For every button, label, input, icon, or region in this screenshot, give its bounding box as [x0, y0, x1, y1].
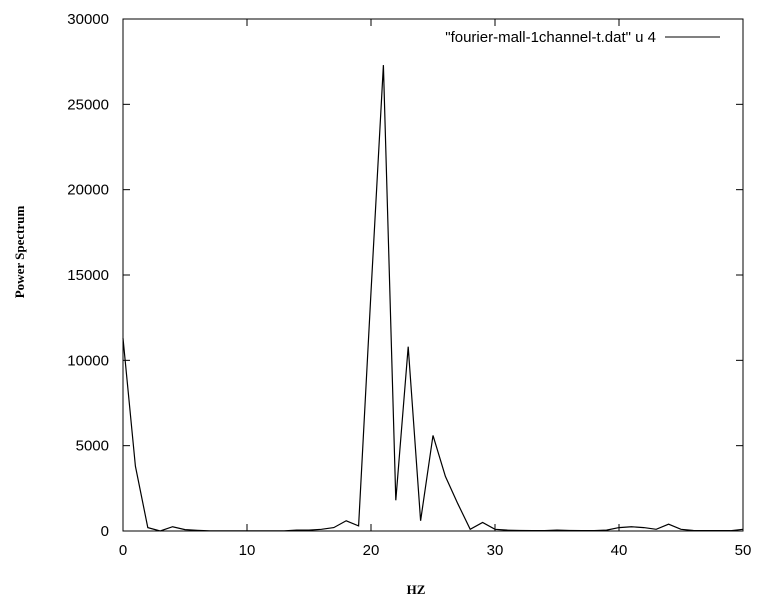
x-tick-label: 50: [735, 542, 752, 559]
y-tick-label: 15000: [67, 267, 109, 284]
plot-frame: [122, 18, 744, 532]
series-line-0: [122, 65, 744, 532]
y-tick-label: 10000: [67, 352, 109, 369]
y-tick-label: 5000: [76, 438, 109, 455]
x-axis-ticks: 0 10 20 30 40 50: [119, 19, 752, 559]
y-tick-label: 25000: [67, 96, 109, 113]
legend: "fourier-mall-1channel-t.dat" u 4: [445, 29, 720, 46]
x-tick-label: 10: [239, 542, 256, 559]
legend-label: "fourier-mall-1channel-t.dat" u 4: [445, 29, 656, 46]
x-tick-label: 20: [363, 542, 380, 559]
x-tick-label: 40: [611, 542, 628, 559]
y-tick-label: 20000: [67, 182, 109, 199]
series-layer: [122, 65, 744, 532]
x-tick-label: 30: [487, 542, 504, 559]
y-tick-label: 30000: [67, 11, 109, 28]
y-axis-title: Power Spectrum: [12, 206, 27, 299]
y-tick-label: 0: [101, 523, 109, 540]
x-tick-label: 0: [119, 542, 127, 559]
y-axis-ticks: 0 5000 10000 15000 20000 25000 30000: [67, 11, 743, 540]
x-axis-title: HZ: [407, 582, 426, 597]
